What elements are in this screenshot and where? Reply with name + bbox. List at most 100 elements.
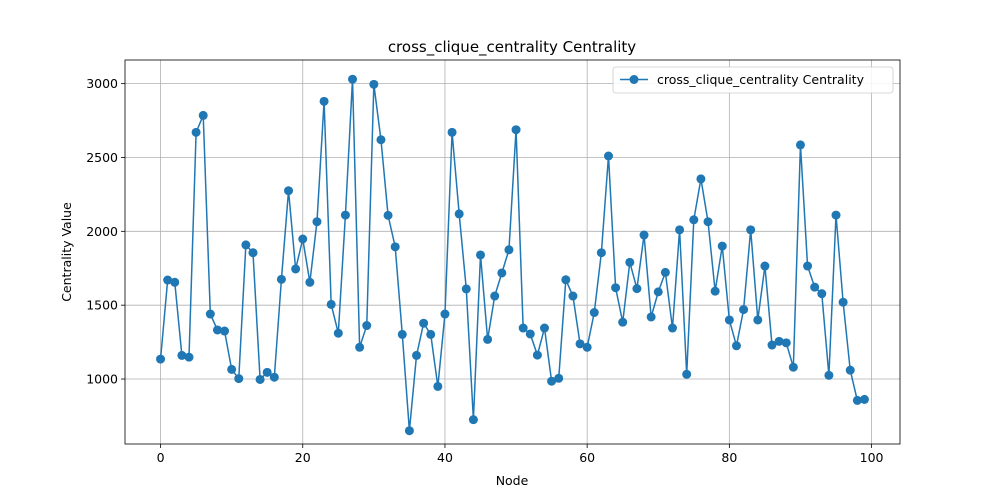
data-point — [291, 264, 301, 274]
legend-box — [612, 66, 894, 94]
data-point — [582, 342, 592, 352]
data-point — [284, 186, 294, 196]
data-point — [490, 291, 500, 301]
data-point — [383, 210, 393, 220]
data-point — [518, 323, 528, 333]
data-point — [575, 339, 585, 349]
data-point — [269, 372, 279, 382]
data-point — [419, 318, 429, 328]
x-tick-label: 0 — [157, 450, 165, 465]
plot-frame — [124, 59, 901, 445]
data-point — [547, 376, 557, 386]
data-point — [227, 364, 237, 374]
data-point — [184, 352, 194, 362]
data-point — [355, 342, 365, 352]
data-point — [781, 338, 791, 348]
data-point — [305, 277, 315, 287]
data-point — [603, 151, 613, 161]
data-point — [696, 174, 706, 184]
data-point — [212, 325, 222, 335]
data-point — [803, 261, 813, 271]
data-point — [156, 354, 166, 364]
data-point — [675, 225, 685, 235]
x-axis-ticks: 0 20 40 60 80 100 — [157, 444, 884, 465]
data-point — [483, 334, 493, 344]
x-tick-label: 100 — [860, 450, 884, 465]
data-point — [710, 286, 720, 296]
data-point — [760, 261, 770, 271]
data-point — [660, 267, 670, 277]
data-point — [632, 284, 642, 294]
data-point — [319, 96, 329, 106]
x-tick-label: 20 — [295, 450, 311, 465]
data-point — [689, 215, 699, 225]
data-point — [731, 341, 741, 351]
data-point — [376, 135, 386, 145]
data-point — [824, 370, 834, 380]
y-tick-label: 1000 — [86, 372, 118, 387]
data-point — [554, 373, 564, 383]
data-point — [220, 326, 230, 336]
y-tick-label: 2500 — [86, 150, 118, 165]
data-point — [682, 369, 692, 379]
data-point — [248, 248, 258, 258]
data-point — [795, 140, 805, 150]
data-point — [298, 234, 308, 244]
y-tick-label: 2000 — [86, 224, 118, 239]
data-point — [433, 381, 443, 391]
legend-label: cross_clique_centrality Centrality — [657, 72, 865, 87]
data-point — [810, 282, 820, 292]
data-point — [845, 365, 855, 375]
data-point — [504, 245, 514, 255]
x-axis-label: Node — [496, 473, 529, 488]
data-point — [703, 217, 713, 227]
data-point — [362, 321, 372, 331]
data-point — [440, 309, 450, 319]
data-point — [177, 350, 187, 360]
data-point — [838, 297, 848, 307]
data-point — [639, 230, 649, 240]
chart-title: cross_clique_centrality Centrality — [388, 38, 636, 57]
data-point — [653, 287, 663, 297]
data-point — [497, 268, 507, 278]
data-point — [312, 217, 322, 227]
data-point — [163, 275, 173, 285]
data-point — [625, 257, 635, 267]
data-point — [205, 309, 215, 319]
data-point — [831, 210, 841, 220]
series-line — [159, 78, 865, 432]
data-point — [333, 328, 343, 338]
y-axis-ticks: 1000 1500 2000 2500 3000 — [86, 76, 125, 387]
x-tick-label: 60 — [579, 450, 595, 465]
data-point — [589, 308, 599, 318]
data-point — [646, 312, 656, 322]
grid-lines — [125, 60, 900, 444]
data-point — [767, 340, 777, 350]
data-point — [859, 394, 869, 404]
data-point — [447, 127, 457, 137]
data-point — [234, 374, 244, 384]
data-point — [724, 315, 734, 325]
data-point — [340, 210, 350, 220]
data-point — [746, 225, 756, 235]
data-point — [255, 374, 265, 384]
data-point — [262, 367, 272, 377]
data-point — [397, 329, 407, 339]
data-point — [596, 248, 606, 258]
data-point — [468, 415, 478, 425]
data-point — [525, 329, 535, 339]
x-tick-label: 40 — [437, 450, 453, 465]
data-point — [454, 209, 464, 219]
data-point — [568, 291, 578, 301]
data-point — [852, 395, 862, 405]
data-point — [753, 315, 763, 325]
data-point — [461, 284, 471, 294]
data-point — [611, 283, 621, 293]
y-tick-label: 3000 — [86, 76, 118, 91]
series-layer — [156, 74, 869, 436]
data-point — [404, 426, 414, 436]
data-point — [326, 299, 336, 309]
data-point — [532, 350, 542, 360]
data-point — [348, 74, 358, 84]
data-point — [191, 127, 201, 137]
